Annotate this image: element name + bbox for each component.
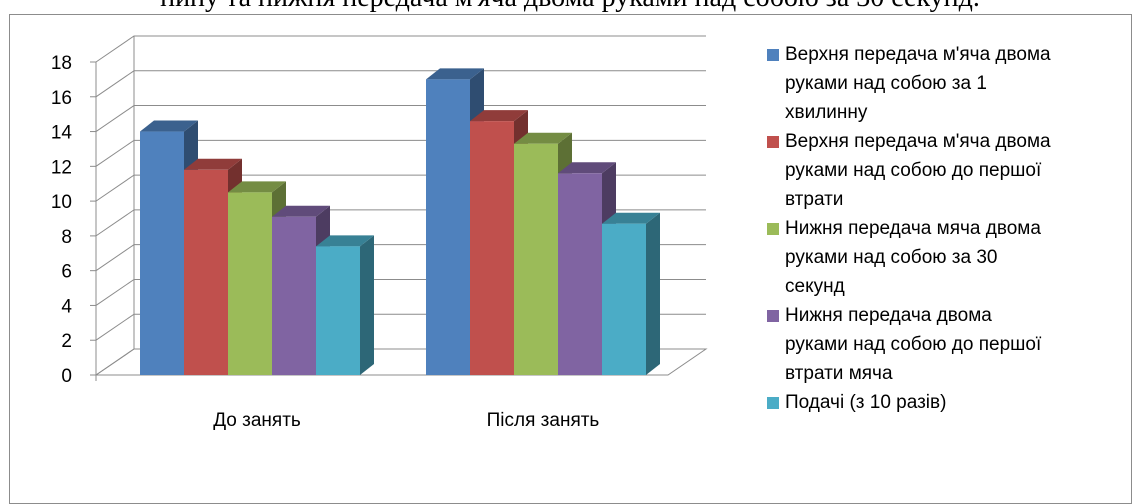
legend-label: руками над собою до першої — [785, 160, 1042, 181]
legend-label: Верхня передача м'яча двома — [785, 131, 1051, 152]
bar-top-face — [272, 205, 330, 217]
bar-front-face — [602, 223, 646, 375]
legend-item: Верхня передача м'яча двома руками над со… — [755, 127, 1135, 214]
bars — [140, 68, 660, 375]
bar-front-face — [272, 216, 316, 375]
legend-swatch — [767, 397, 779, 409]
bar-top-face — [426, 68, 484, 80]
bar-front-face — [228, 192, 272, 375]
bar-top-face — [140, 120, 198, 132]
legend-label: втрати — [785, 189, 844, 210]
back-wall-edge — [95, 36, 135, 376]
y-tick-label: 14 — [51, 123, 73, 144]
legend-swatch — [767, 49, 779, 61]
x-axis-labels: До занять Після занять — [213, 410, 599, 431]
bar — [602, 212, 660, 375]
bar-front-face — [558, 173, 602, 375]
legend-item: Подачі (з 10 разів) — [755, 388, 1135, 417]
bar-front-face — [316, 246, 360, 375]
gridline — [95, 70, 706, 98]
legend-label: секунд — [785, 276, 845, 297]
legend-item: Нижня передача мяча двома руками над собо… — [755, 214, 1135, 301]
bar-top-face — [602, 212, 660, 224]
gridline — [95, 105, 706, 132]
bar-top-face — [228, 181, 286, 193]
bar-side-face — [646, 212, 660, 375]
legend-label: Верхня передача м'яча двома — [785, 44, 1051, 65]
bar-front-face — [184, 169, 228, 375]
bar-side-face — [360, 235, 374, 375]
legend-label: руками над собою за 1 — [785, 73, 987, 94]
bar — [316, 235, 374, 375]
bar-top-face — [184, 158, 242, 170]
bar-top-face — [558, 162, 616, 174]
legend-label: руками над собою за 30 — [785, 247, 998, 268]
legend: Верхня передача м'яча двома руками над со… — [755, 40, 1135, 417]
x-tick-label: Після занять — [487, 410, 600, 431]
bar-top-face — [514, 132, 572, 144]
gridline — [95, 35, 706, 63]
y-tick-label: 0 — [61, 366, 72, 387]
legend-item: Нижня передача двома руками над собою до … — [755, 301, 1135, 388]
y-tick-label: 12 — [51, 157, 72, 178]
legend-swatch — [767, 223, 779, 235]
x-tick-label: До занять — [213, 410, 301, 431]
y-tick-label: 10 — [51, 192, 72, 213]
bar-top-face — [470, 110, 528, 122]
y-tick-label: 2 — [61, 331, 72, 352]
legend-label: Нижня передача мяча двома — [785, 218, 1041, 239]
y-tick-label: 18 — [51, 53, 72, 74]
bar-front-face — [470, 121, 514, 375]
bar-front-face — [426, 79, 470, 375]
legend-label: Подачі (з 10 разів) — [785, 392, 947, 413]
legend-label: руками над собою до першої — [785, 334, 1042, 355]
bar-front-face — [514, 143, 558, 375]
legend-item: Верхня передача м'яча двома руками над со… — [755, 40, 1135, 127]
legend-label: втрати мяча — [785, 363, 893, 384]
legend-label: хвилинну — [785, 102, 868, 123]
y-tick-label: 16 — [51, 88, 72, 109]
legend-swatch — [767, 136, 779, 148]
top-caption: нину та нижня передача м'яча двома рукам… — [0, 0, 1140, 22]
y-tick-label: 4 — [61, 296, 72, 317]
y-tick-label: 6 — [61, 262, 72, 283]
y-tick-label: 8 — [61, 227, 72, 248]
bar-top-face — [316, 235, 374, 247]
legend-label: Нижня передача двома — [785, 305, 992, 326]
bar-front-face — [140, 131, 184, 375]
y-axis-ticks: 0 2 4 6 8 10 12 14 16 18 — [51, 53, 96, 387]
legend-swatch — [767, 310, 779, 322]
